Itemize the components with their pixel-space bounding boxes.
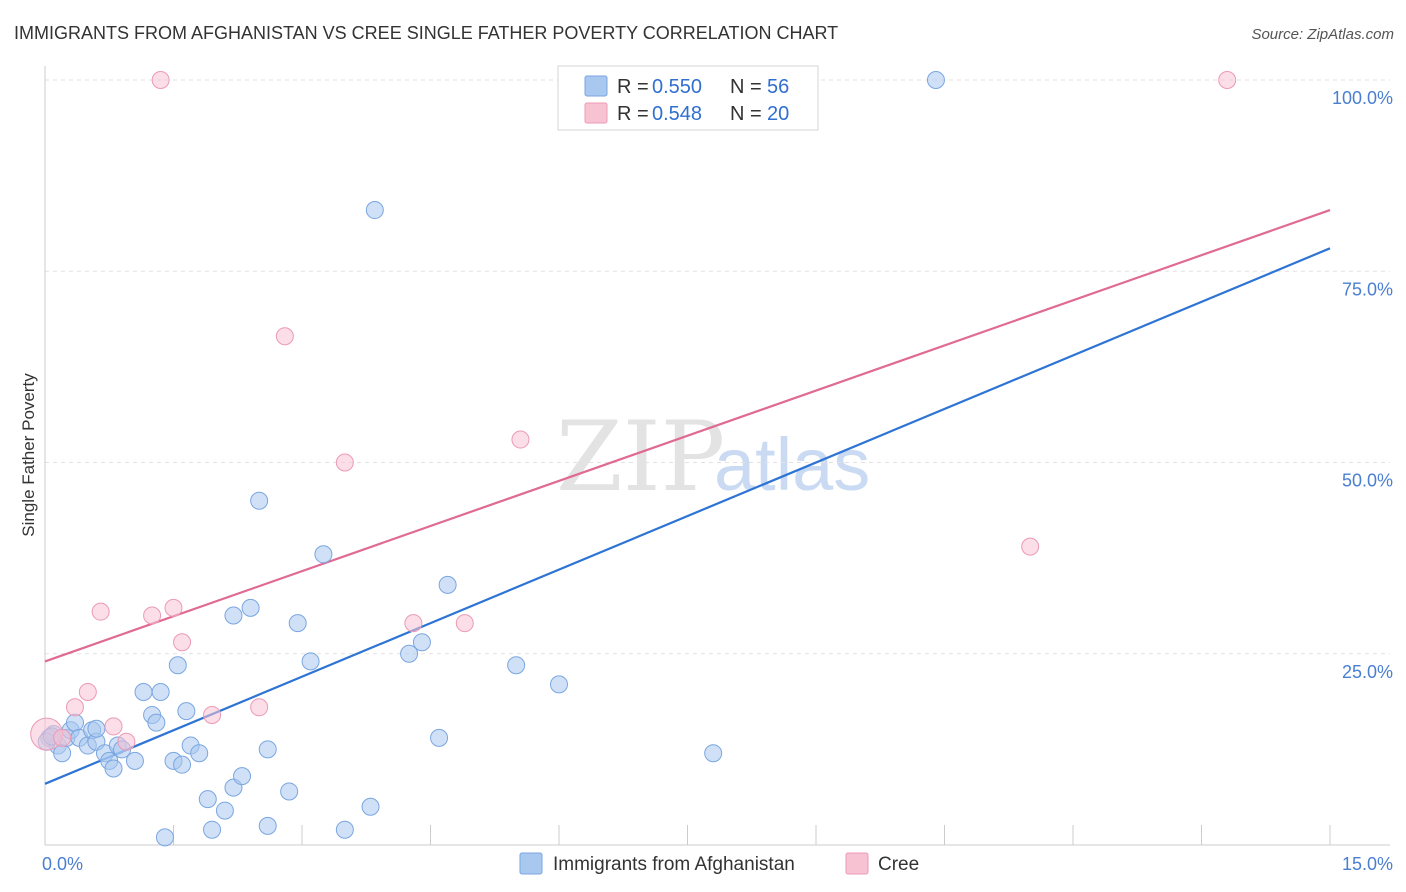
watermark: ZIP atlas	[556, 401, 870, 513]
legend-n-label-cree: N =	[730, 103, 762, 125]
watermark-atlas: atlas	[714, 423, 870, 506]
data-point	[314, 545, 333, 564]
legend-n-label-afghanistan: N =	[730, 76, 762, 98]
y-tick-labels: 25.0% 50.0% 75.0% 100.0%	[1332, 88, 1393, 682]
legend-bottom-swatch-afghanistan	[519, 852, 543, 875]
data-point	[173, 633, 192, 652]
data-point	[134, 683, 153, 701]
chart-source: Source: ZipAtlas.com	[1251, 26, 1394, 43]
watermark-zip: ZIP	[556, 401, 725, 513]
data-point	[177, 702, 196, 721]
y-axis-label: Single Father Poverty	[19, 373, 38, 537]
data-point	[53, 728, 72, 747]
data-point	[104, 717, 123, 736]
data-point	[400, 644, 419, 663]
legend-bottom-label-cree: Cree	[878, 854, 919, 875]
data-point	[151, 71, 170, 89]
data-point	[168, 656, 187, 675]
legend-bottom-label-afghanistan: Immigrants from Afghanistan	[553, 854, 795, 875]
data-point	[550, 675, 568, 694]
legend-r-label-cree: R =	[617, 103, 649, 125]
legend-n-value-afghanistan: 56	[767, 76, 789, 98]
data-point	[91, 602, 110, 621]
data-point	[215, 801, 234, 820]
y-tick-label: 25.0%	[1342, 662, 1393, 682]
data-point	[78, 683, 97, 701]
data-point	[233, 767, 252, 786]
data-point	[125, 751, 144, 770]
data-point	[258, 740, 277, 759]
data-point	[203, 820, 222, 839]
data-point	[275, 327, 294, 346]
data-point	[1021, 537, 1040, 556]
grid-lines	[45, 79, 1390, 655]
data-point	[704, 744, 723, 763]
data-point	[926, 71, 945, 89]
data-point	[87, 719, 106, 738]
legend-stats: R = 0.550 N = 56 R = 0.548 N = 20	[557, 65, 819, 131]
data-point	[404, 614, 423, 633]
legend-n-value-cree: 20	[767, 103, 789, 125]
x-tick-label: 0.0%	[42, 854, 83, 874]
data-point	[241, 598, 260, 617]
data-point	[455, 614, 474, 633]
data-point	[198, 790, 217, 809]
x-tick-labels: 0.0% 15.0%	[42, 854, 1393, 874]
trend-line-cree	[44, 209, 1331, 663]
data-point	[507, 656, 526, 675]
data-point	[258, 816, 277, 835]
legend-r-value-afghanistan: 0.550	[652, 76, 702, 98]
data-point	[430, 728, 449, 747]
legend-bottom-swatch-cree	[845, 852, 869, 875]
data-point	[288, 614, 307, 633]
data-point	[155, 828, 174, 847]
data-point	[164, 598, 183, 617]
legend-series: Immigrants from Afghanistan Cree	[519, 852, 919, 875]
data-point	[412, 633, 431, 652]
data-point	[65, 698, 84, 717]
legend-r-label-afghanistan: R =	[617, 76, 649, 98]
data-point	[438, 575, 457, 594]
data-point	[301, 652, 320, 671]
data-point	[173, 755, 192, 774]
points-cree	[30, 71, 1237, 751]
data-point	[250, 698, 269, 717]
data-point	[190, 744, 209, 763]
trend-line-afghanistan	[44, 247, 1331, 785]
y-tick-label: 50.0%	[1342, 471, 1393, 491]
data-point	[335, 820, 354, 839]
legend-swatch-cree	[584, 102, 608, 124]
y-tick-label: 100.0%	[1332, 88, 1393, 108]
data-point	[250, 491, 269, 510]
trend-lines	[44, 209, 1331, 785]
data-point	[147, 713, 166, 732]
data-point	[104, 759, 123, 778]
data-points	[30, 71, 1237, 847]
legend-r-value-cree: 0.548	[652, 103, 702, 125]
data-point	[117, 732, 136, 751]
x-tick-label: 15.0%	[1342, 854, 1393, 874]
data-point	[151, 683, 170, 701]
y-tick-label: 75.0%	[1342, 279, 1393, 299]
data-point	[361, 797, 380, 816]
data-point	[335, 453, 354, 472]
data-point	[1218, 71, 1237, 89]
data-point	[65, 713, 84, 732]
data-point	[143, 606, 162, 625]
data-point	[224, 606, 243, 625]
data-point	[365, 201, 384, 220]
axes	[44, 66, 1390, 846]
data-point	[280, 782, 299, 801]
chart-title: IMMIGRANTS FROM AFGHANISTAN VS CREE SING…	[14, 23, 838, 43]
data-point	[511, 430, 530, 449]
data-point	[203, 705, 222, 724]
legend-swatch-afghanistan	[584, 75, 608, 97]
